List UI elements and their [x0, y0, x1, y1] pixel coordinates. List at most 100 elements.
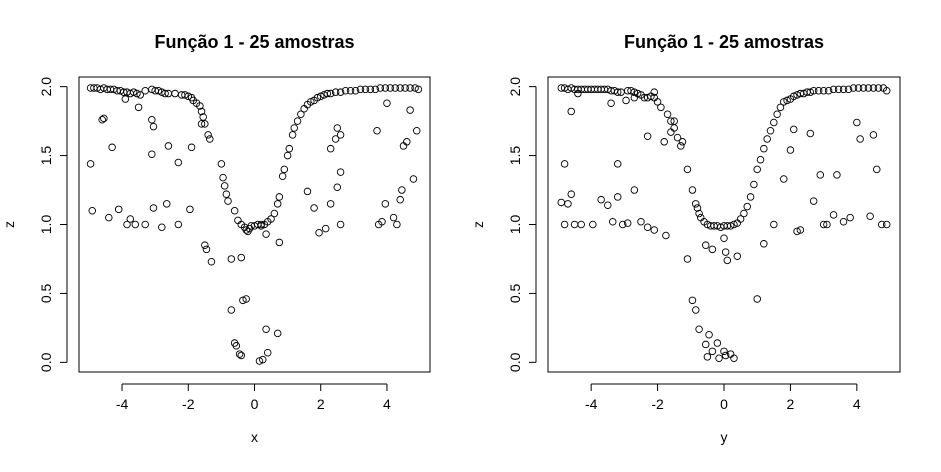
data-point — [315, 229, 323, 237]
data-point — [303, 187, 312, 196]
data-point — [760, 144, 768, 153]
data-point — [123, 220, 131, 229]
data-point — [733, 252, 742, 260]
data-point — [630, 186, 639, 194]
data-point — [401, 84, 409, 92]
data-point — [708, 347, 717, 356]
data-point — [793, 227, 801, 236]
data-point — [726, 222, 735, 230]
data-point — [662, 231, 670, 240]
data-point — [678, 138, 687, 146]
data-point — [705, 331, 713, 339]
data-point — [351, 87, 360, 95]
data-point — [161, 89, 169, 98]
data-point — [657, 103, 665, 112]
data-point — [859, 84, 868, 92]
data-point — [723, 256, 732, 265]
data-point — [650, 88, 659, 96]
data-point — [627, 87, 635, 95]
data-point — [383, 99, 391, 107]
data-point — [814, 87, 823, 95]
data-point — [134, 103, 143, 112]
data-point — [232, 342, 241, 350]
data-point — [297, 110, 305, 118]
data-point — [227, 255, 236, 263]
data-point — [283, 151, 292, 160]
data-point — [720, 347, 728, 356]
data-point — [162, 200, 171, 208]
data-point — [693, 204, 702, 212]
data-point — [720, 234, 728, 243]
y-tick-label: 1.5 — [507, 146, 523, 166]
data-point — [866, 212, 874, 220]
data-point — [406, 106, 414, 114]
data-point — [141, 220, 149, 229]
data-point — [259, 355, 267, 364]
data-point — [577, 220, 585, 229]
data-point — [643, 132, 652, 141]
data-point — [148, 115, 156, 124]
data-point — [336, 220, 345, 229]
data-point — [882, 220, 891, 229]
data-point — [126, 215, 135, 223]
data-point — [336, 168, 345, 176]
data-point — [257, 220, 265, 229]
data-point — [560, 160, 569, 168]
data-point — [846, 213, 854, 222]
data-point — [670, 124, 678, 132]
data-point — [844, 85, 853, 94]
data-point — [108, 143, 116, 152]
data-point — [381, 84, 390, 92]
x-tick-label: 2 — [317, 396, 325, 412]
x-axis-label: y — [721, 429, 728, 445]
data-point — [750, 180, 758, 189]
data-point — [695, 325, 703, 334]
data-point — [326, 144, 335, 153]
data-point — [853, 118, 861, 127]
data-point — [336, 88, 345, 96]
data-point — [567, 107, 575, 116]
x-axis-label: x — [251, 429, 258, 445]
plot-frame — [547, 76, 901, 373]
data-point — [273, 200, 282, 208]
data-point — [630, 88, 639, 96]
data-point — [148, 150, 156, 158]
data-point — [129, 88, 138, 96]
data-point — [399, 142, 408, 150]
data-point — [667, 128, 675, 136]
data-point — [255, 357, 264, 365]
data-point — [773, 110, 781, 118]
x-tick-label: -4 — [585, 396, 598, 412]
data-point — [346, 87, 355, 95]
data-point — [333, 124, 342, 132]
data-point — [171, 89, 179, 98]
data-point — [869, 131, 878, 139]
data-point — [396, 84, 404, 92]
data-point — [557, 198, 566, 207]
data-point — [242, 226, 250, 234]
y-axis-label: z — [1, 221, 17, 228]
data-point — [222, 190, 231, 198]
data-point — [100, 114, 108, 123]
data-point — [88, 206, 96, 215]
data-point — [643, 223, 652, 232]
data-point — [290, 124, 298, 132]
x-tick-label: -4 — [116, 396, 129, 412]
data-point — [149, 204, 158, 212]
data-point — [361, 85, 370, 94]
data-point — [201, 120, 209, 128]
data-point — [721, 248, 730, 256]
data-point — [849, 84, 858, 92]
data-point — [285, 144, 294, 153]
data-point — [660, 138, 668, 146]
data-point — [873, 165, 881, 174]
data-point — [622, 96, 630, 105]
data-point — [98, 115, 106, 124]
data-point — [882, 87, 891, 95]
data-point — [692, 200, 700, 208]
data-point — [623, 219, 632, 227]
data-point — [149, 122, 158, 131]
data-point — [683, 165, 692, 174]
data-point — [730, 354, 738, 362]
data-point — [819, 220, 828, 229]
